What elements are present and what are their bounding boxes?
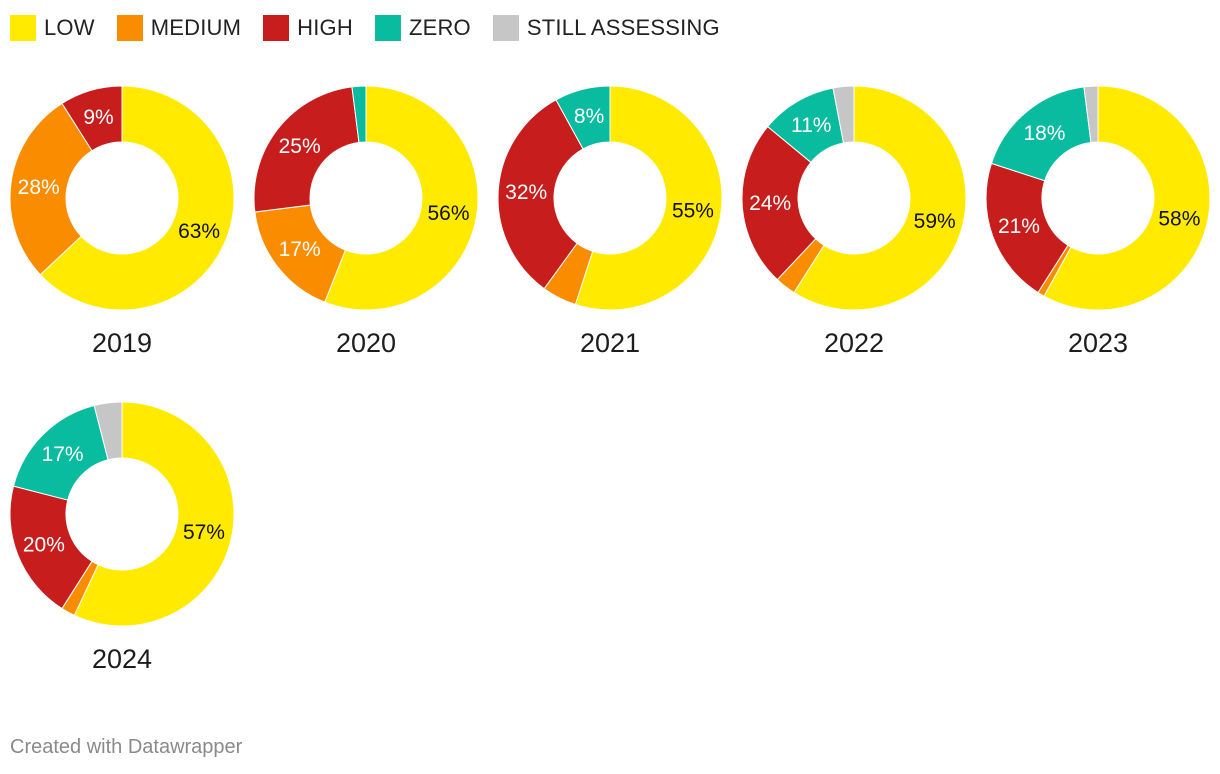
legend-label-zero: ZERO	[408, 15, 471, 40]
legend-swatch-zero	[374, 15, 401, 41]
donut-2021: 55% 32% 8%	[497, 85, 723, 311]
legend-item-medium: MEDIUM	[116, 15, 242, 41]
legend-item-low: LOW	[10, 15, 95, 41]
donut-2023: 58% 21% 18%	[985, 85, 1211, 311]
slice-2024-assessing	[93, 401, 123, 461]
year-label-2022: 2022	[823, 328, 885, 358]
data-label-2022-zero: 11%	[791, 114, 831, 137]
data-label-2021-zero: 8%	[574, 105, 604, 128]
year-label-2021: 2021	[579, 328, 641, 358]
slice-2022-low	[793, 85, 967, 311]
data-label-2024-low: 57%	[183, 521, 225, 544]
footer-credit: Created with Datawrapper	[10, 736, 243, 758]
slice-2020-zero	[351, 85, 367, 144]
slice-2022-high	[741, 125, 817, 281]
year-label-2024: 2024	[91, 644, 153, 674]
data-label-2021-high: 32%	[505, 181, 547, 204]
year-label-2019: 2019	[91, 328, 153, 358]
legend-item-zero: ZERO	[374, 15, 471, 41]
slice-2023-low	[1043, 85, 1211, 311]
data-label-2023-low: 58%	[1158, 207, 1200, 230]
year-label-2020: 2020	[335, 328, 397, 358]
data-label-2019-medium: 28%	[18, 176, 60, 199]
slice-2023-high	[985, 162, 1069, 294]
legend-swatch-low	[10, 15, 36, 41]
legend-label-medium: MEDIUM	[150, 15, 242, 40]
slice-2021-zero	[555, 85, 611, 150]
data-label-2019-low: 63%	[178, 220, 220, 243]
slice-2024-low	[73, 401, 235, 627]
donut-2024: 57% 20% 17%	[9, 401, 235, 627]
donut-2020: 56% 17% 25%	[253, 85, 479, 311]
data-label-2022-high: 24%	[749, 192, 791, 215]
slice-2019-medium	[9, 102, 93, 276]
data-label-2024-high: 20%	[23, 533, 65, 556]
data-label-2023-high: 21%	[998, 215, 1040, 238]
data-label-2020-medium: 17%	[279, 238, 321, 261]
legend-swatch-assessing	[492, 15, 519, 41]
legend-label-assessing: STILL ASSESSING	[526, 15, 720, 40]
legend-label-high: HIGH	[297, 15, 353, 40]
slice-2019-high	[61, 85, 123, 152]
legend: LOW MEDIUM HIGH ZERO STILL ASSESSING	[10, 14, 742, 42]
year-label-2023: 2023	[1067, 328, 1129, 358]
data-label-2024-zero: 17%	[42, 443, 84, 466]
data-label-2023-zero: 18%	[1023, 122, 1065, 145]
data-label-2021-low: 55%	[672, 200, 714, 223]
slice-2019-low	[39, 85, 235, 311]
donut-2019: 63% 28% 9%	[9, 85, 235, 311]
slice-2020-high	[253, 86, 360, 213]
slice-2023-assessing	[1083, 85, 1099, 144]
data-label-2022-low: 59%	[914, 210, 956, 233]
data-label-2019-high: 9%	[83, 106, 113, 129]
slice-2022-assessing	[832, 85, 855, 144]
slice-2020-low	[324, 85, 479, 311]
slice-2021-low	[574, 85, 723, 311]
data-label-2020-high: 25%	[279, 135, 321, 158]
donut-2022: 59% 24% 11%	[741, 85, 967, 311]
legend-item-high: HIGH	[263, 15, 353, 41]
legend-swatch-medium	[116, 15, 143, 41]
legend-swatch-high	[263, 15, 290, 41]
legend-label-low: LOW	[44, 15, 95, 40]
slice-2021-high	[497, 99, 584, 290]
legend-item-assessing: STILL ASSESSING	[492, 15, 720, 41]
data-label-2020-low: 56%	[427, 202, 469, 225]
